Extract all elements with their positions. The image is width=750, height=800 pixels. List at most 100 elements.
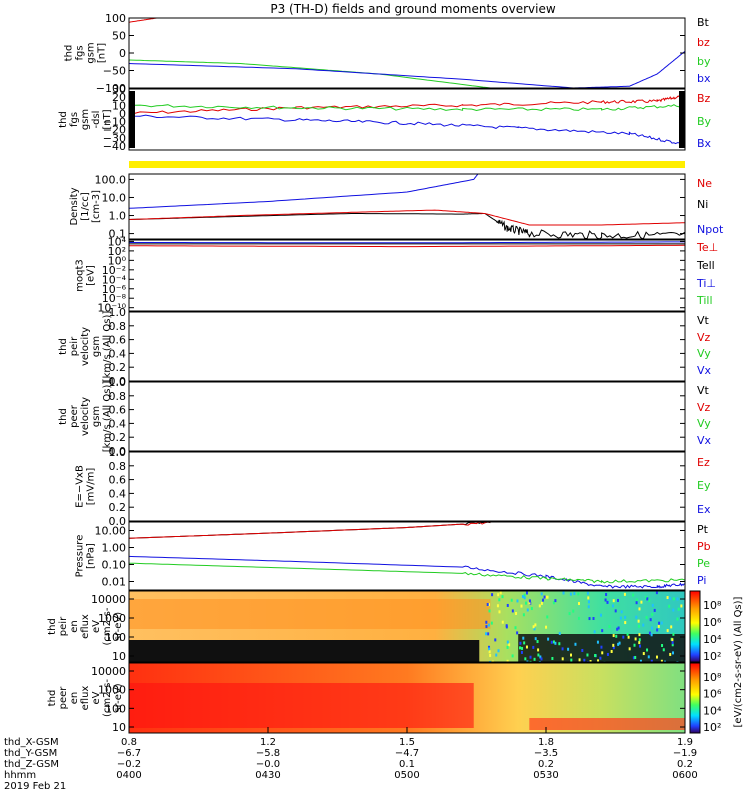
temperature-ylabel: moqt3 — [75, 259, 86, 292]
peir_spectrogram-speckle — [648, 598, 651, 602]
peir_spectrogram-speckle — [672, 608, 675, 612]
peer_spectrogram-ylabel: peer — [58, 686, 69, 710]
peir_spectrogram-core-band — [129, 599, 491, 629]
peir_spectrogram-speckle — [612, 634, 615, 638]
peir_spectrogram-speckle — [520, 604, 523, 608]
peir_velocity-ylabel: gsm — [91, 336, 102, 357]
peir_spectrogram-speckle — [624, 615, 627, 619]
peir_spectrogram-speckle — [680, 604, 683, 608]
peer_velocity-ytick-label: 0.4 — [109, 417, 127, 430]
peir_spectrogram-speckle — [496, 604, 499, 608]
peir_spectrogram-speckle — [523, 641, 526, 645]
peir_spectrogram-speckle — [612, 646, 615, 650]
temperature-frame — [128, 239, 686, 312]
xaxis-value: −4.7 — [395, 748, 419, 759]
xaxis-value: −0.2 — [117, 759, 141, 770]
peir_spectrogram-speckle — [606, 600, 609, 604]
xaxis-value: 0.2 — [538, 759, 554, 770]
peir_spectrogram-speckle — [543, 595, 546, 599]
peir_spectrogram-speckle — [506, 645, 509, 649]
peer_spectrogram-ytick-label: 100 — [105, 702, 126, 715]
peir_spectrogram-speckle — [597, 659, 600, 663]
fgs_dsl-ylabel: -dsl — [91, 111, 102, 129]
peir_spectrogram-speckle — [634, 655, 637, 659]
peir_spectrogram-speckle — [537, 648, 540, 652]
density-ylabel: [1/cc] — [80, 192, 91, 221]
peir_spectrogram-speckle — [488, 650, 491, 654]
peir_spectrogram-speckle — [635, 615, 638, 619]
peir_spectrogram-speckle — [541, 598, 544, 602]
colorbar-tick-label: 10⁴ — [703, 704, 722, 717]
peir_spectrogram-speckle — [596, 640, 599, 644]
efield-legend-Ez: Ez — [697, 456, 710, 469]
temperature-series-Te⊥ — [129, 244, 686, 248]
peir_spectrogram-speckle — [554, 641, 557, 645]
temperature-legend-Te⊥: Te⊥ — [696, 241, 718, 254]
peir_spectrogram-speckle — [655, 591, 658, 595]
plot-title: P3 (TH-D) fields and ground moments over… — [270, 2, 555, 16]
peir_spectrogram-speckle — [487, 623, 490, 627]
colorbar-tick-label: 10⁶ — [703, 688, 722, 701]
peir_spectrogram-speckle — [552, 640, 555, 644]
peir_spectrogram-ytick-label: 100 — [105, 631, 126, 644]
density-frame — [128, 173, 686, 240]
density-series-Npot — [128, 173, 480, 209]
peir_spectrogram-speckle — [514, 626, 517, 630]
peir_spectrogram-speckle — [672, 651, 675, 655]
xaxis-value: 1.5 — [399, 737, 415, 748]
peir_spectrogram-speckle — [660, 659, 663, 663]
peir_spectrogram-speckle — [508, 643, 511, 647]
peir_spectrogram-speckle — [485, 625, 488, 629]
pressure-ytick-label: 0.10 — [102, 559, 127, 572]
peir_spectrogram-speckle — [668, 604, 671, 608]
efield-ytick-label: 0.6 — [109, 474, 127, 487]
xaxis-value: 0.8 — [121, 737, 137, 748]
colorbar-tick-label: 10⁸ — [703, 671, 722, 684]
peir_spectrogram-speckle — [528, 601, 531, 605]
efield-ytick-label: 1.0 — [109, 446, 127, 459]
peir_spectrogram-speckle — [540, 592, 543, 596]
fgs_gsm-series-bx — [128, 50, 686, 89]
xaxis-row-label: thd_Z-GSM — [4, 759, 59, 770]
peir_spectrogram-speckle — [624, 621, 627, 625]
peir_spectrogram-speckle — [562, 591, 565, 595]
peir_spectrogram-speckle — [518, 646, 521, 650]
efield-legend-Ey: Ey — [697, 479, 711, 492]
peir_spectrogram-speckle — [488, 609, 491, 613]
peir_spectrogram-speckle — [656, 628, 659, 632]
peir_spectrogram-speckle — [638, 633, 641, 637]
peer_spectrogram-ylabel: (cm2-s- — [102, 679, 113, 717]
peir_spectrogram-speckle — [539, 655, 542, 659]
colorbar-tick-label: 10² — [703, 650, 721, 663]
peir_spectrogram-speckle — [634, 637, 637, 641]
peir_spectrogram-ylabel: eV — [91, 620, 102, 633]
peir_spectrogram-speckle — [544, 595, 547, 599]
peir_spectrogram-speckle — [540, 657, 543, 661]
fgs_gsm-ylabel: thd — [64, 45, 75, 62]
peir_spectrogram-speckle — [498, 598, 501, 602]
fgs_dsl-series-Bx — [128, 114, 686, 146]
peir_spectrogram-speckle — [570, 658, 573, 662]
peir_spectrogram-speckle — [638, 644, 641, 648]
peir_spectrogram-speckle — [515, 611, 518, 615]
peir_spectrogram-speckle — [486, 602, 489, 606]
density-legend-Npot: Npot — [697, 223, 724, 236]
peer_velocity-legend-Vt: Vt — [697, 384, 710, 397]
peir_spectrogram-ylabel: eflux — [80, 614, 91, 639]
peir_spectrogram-speckle — [540, 601, 543, 605]
peir_spectrogram-speckle — [635, 601, 638, 605]
peir_spectrogram-speckle — [572, 609, 575, 613]
fgs_dsl-ylabel: [nT] — [102, 109, 113, 129]
peir_spectrogram-speckle — [578, 658, 581, 662]
fgs_gsm-ytick-label: 50 — [112, 30, 126, 43]
peir_spectrogram-speckle — [610, 649, 613, 653]
peir_spectrogram-speckle — [650, 633, 653, 637]
colorbar-upper — [689, 590, 701, 663]
peir_spectrogram-speckle — [573, 591, 576, 595]
peir_spectrogram-speckle — [604, 598, 607, 602]
xaxis-value: 1.8 — [538, 737, 554, 748]
fgs_gsm-ytick-label: 0 — [119, 47, 126, 60]
peer_velocity-ytick-label: 0.2 — [109, 431, 127, 444]
peir_spectrogram-ytick-label: 10000 — [91, 593, 126, 606]
density-ytick-label: 0.1 — [109, 228, 127, 241]
